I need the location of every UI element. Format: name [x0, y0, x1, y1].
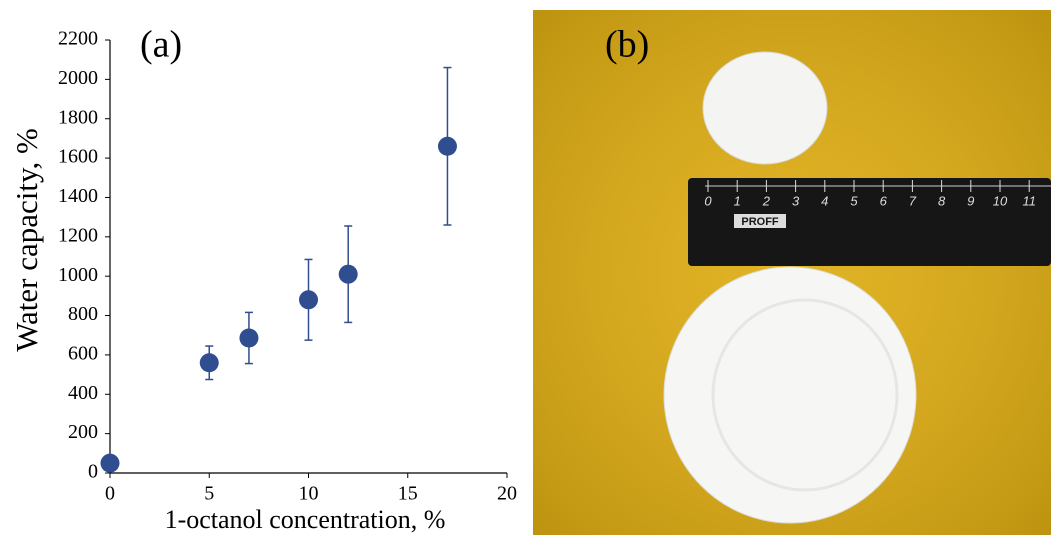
y-tick-label: 200: [68, 421, 98, 443]
ruler-brand-box: [734, 214, 786, 228]
ruler-number: 3: [792, 193, 800, 208]
large-sample-rim: [711, 298, 899, 492]
y-tick-label: 2200: [58, 28, 98, 50]
y-axis-label: Water capacity, %: [9, 128, 44, 352]
point: [299, 290, 318, 310]
point: [338, 264, 358, 284]
ruler-number: 0: [704, 193, 712, 208]
panel-label: (a): [140, 24, 182, 66]
point: [437, 136, 457, 156]
y-tick-label: 0: [88, 461, 98, 483]
y-tick-label: 2000: [58, 67, 98, 89]
x-tick-label: 5: [204, 483, 214, 505]
point: [100, 453, 120, 473]
point: [239, 328, 259, 348]
panel-label: (b): [605, 24, 649, 66]
ruler-number: 2: [762, 193, 771, 208]
ruler-number: 4: [821, 193, 828, 208]
small-sample: [702, 51, 828, 165]
large-sample: [663, 266, 917, 524]
ruler-number: 8: [938, 193, 946, 208]
ruler: [688, 178, 1051, 266]
x-tick-label: 10: [299, 483, 319, 505]
y-tick-label: 1000: [58, 264, 98, 286]
ruler-number: 7: [909, 193, 917, 208]
x-tick-label: 20: [497, 483, 517, 505]
x-axis-label: 1-octanol concentration, %: [165, 505, 446, 534]
y-tick-label: 1400: [58, 185, 98, 207]
y-tick-label: 400: [68, 382, 98, 404]
ruler-brand: PROFF: [741, 216, 779, 228]
x-tick-label: 0: [105, 483, 115, 505]
ruler-number: 9: [967, 193, 974, 208]
photo: PROFF (b): [533, 10, 1051, 535]
y-tick-label: 1800: [58, 106, 98, 128]
ruler-number: 11: [1022, 193, 1036, 208]
y-tick-label: 600: [68, 343, 98, 365]
ruler-number: 10: [993, 193, 1008, 208]
ruler-number: 6: [880, 193, 888, 208]
point: [199, 353, 219, 373]
ruler-number: 5: [850, 193, 858, 208]
y-tick-label: 1200: [58, 224, 98, 246]
ruler-number: 1: [734, 193, 741, 208]
y-tick-label: 800: [68, 303, 98, 325]
y-tick-label: 1600: [58, 146, 98, 168]
x-tick-label: 15: [398, 483, 418, 505]
